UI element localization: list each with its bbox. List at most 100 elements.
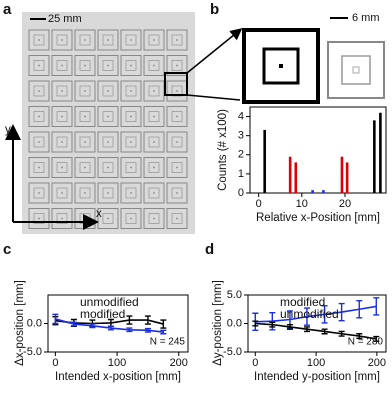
photo-square bbox=[166, 55, 188, 76]
photo-square bbox=[28, 208, 50, 229]
error-bar bbox=[303, 326, 310, 333]
photo-square bbox=[148, 213, 160, 224]
photo-square bbox=[102, 111, 114, 122]
error-bar bbox=[356, 333, 363, 340]
photo-square bbox=[33, 34, 45, 46]
photo-dot bbox=[130, 141, 132, 143]
photo-square bbox=[125, 34, 137, 46]
legend-entry: unmodified bbox=[280, 307, 339, 321]
y-tick-label: 0.0 bbox=[227, 317, 242, 329]
photo-square bbox=[51, 55, 73, 76]
y-tick-label: 1 bbox=[238, 168, 244, 180]
bar bbox=[263, 129, 266, 193]
photo-dot bbox=[130, 90, 132, 92]
zoom-square bbox=[242, 28, 320, 104]
photo-dot bbox=[61, 192, 63, 194]
scale-bar-label: 25 mm bbox=[48, 13, 82, 25]
error-bar bbox=[144, 315, 151, 325]
error-bar bbox=[338, 302, 345, 322]
photo-square bbox=[148, 60, 160, 71]
photo-square bbox=[171, 111, 183, 122]
legend-entry: unmodified bbox=[80, 295, 139, 309]
photo-square bbox=[51, 157, 73, 178]
photo-dot bbox=[38, 90, 40, 92]
photo-dot bbox=[107, 39, 109, 41]
photo-square bbox=[97, 55, 119, 76]
panel-label: c bbox=[3, 241, 11, 258]
x-axis-title: Intended y-position [mm] bbox=[254, 371, 380, 383]
annotation: N = 280 bbox=[348, 337, 384, 348]
y-tick-label: 5.0 bbox=[227, 289, 242, 301]
bar bbox=[294, 162, 298, 193]
photo-dot bbox=[84, 90, 86, 92]
photo-square bbox=[74, 157, 96, 178]
photo-dot bbox=[176, 115, 178, 118]
photo-dot bbox=[38, 166, 40, 169]
photo-dot bbox=[153, 39, 155, 41]
photo-square bbox=[120, 208, 142, 229]
photo-dot bbox=[61, 217, 63, 220]
y-axis-title: Δx-position [mm] bbox=[14, 280, 26, 366]
error-bar bbox=[89, 323, 96, 329]
x-tick-label: 0 bbox=[52, 357, 58, 369]
error-bar bbox=[321, 328, 328, 335]
photo-square bbox=[56, 85, 68, 97]
error-bar bbox=[269, 321, 276, 328]
photo-dot bbox=[84, 141, 86, 143]
bar bbox=[373, 120, 376, 193]
photo-square bbox=[166, 157, 188, 178]
photo-square bbox=[125, 162, 137, 173]
photo-square bbox=[102, 187, 114, 199]
x-tick-label: 0 bbox=[256, 198, 262, 210]
photo-dot bbox=[176, 141, 178, 143]
print-square bbox=[327, 41, 385, 99]
photo-dot bbox=[176, 192, 178, 194]
photo-square bbox=[97, 106, 119, 127]
photo-dot bbox=[130, 192, 132, 194]
legend-entry: modified bbox=[80, 307, 125, 321]
photo-square bbox=[143, 55, 165, 76]
photo-dot bbox=[84, 217, 86, 220]
photo-dot bbox=[38, 115, 40, 118]
photo-dot bbox=[38, 141, 40, 143]
panel-label: b bbox=[210, 1, 219, 18]
photo-dot bbox=[130, 115, 132, 118]
y-tick-label: 3 bbox=[238, 130, 244, 142]
photo-dot bbox=[38, 39, 40, 41]
photo-dot bbox=[153, 64, 155, 67]
zoom-line bbox=[186, 28, 243, 74]
photo-square bbox=[33, 187, 45, 199]
photo-square bbox=[171, 162, 183, 173]
print-square bbox=[352, 66, 360, 74]
photo-square bbox=[102, 162, 114, 173]
photo-square bbox=[51, 29, 73, 51]
photo-square bbox=[74, 106, 96, 127]
bar bbox=[311, 190, 314, 193]
photo-square bbox=[51, 208, 73, 229]
panel-label: d bbox=[205, 241, 214, 258]
photo-square bbox=[33, 162, 45, 173]
photo-square bbox=[148, 111, 160, 122]
photo-square bbox=[143, 182, 165, 204]
photo-square bbox=[74, 55, 96, 76]
photo-square bbox=[79, 34, 91, 46]
photo-dot bbox=[130, 217, 132, 220]
photo-dot bbox=[176, 217, 178, 220]
photo-square bbox=[166, 131, 188, 153]
photo-square bbox=[33, 136, 45, 148]
photo-square bbox=[56, 162, 68, 173]
photo-square bbox=[102, 60, 114, 71]
photo-dot bbox=[130, 39, 132, 41]
photo-dot bbox=[61, 90, 63, 92]
photo-dot bbox=[61, 141, 63, 143]
photo-square bbox=[148, 187, 160, 199]
photo-dot bbox=[153, 90, 155, 92]
scale-bar-label: 6 mm bbox=[352, 12, 380, 24]
photo-square bbox=[56, 34, 68, 46]
photo-dot bbox=[107, 166, 109, 169]
photo-dot bbox=[107, 217, 109, 220]
zoom-dot bbox=[279, 64, 283, 68]
photo-square bbox=[97, 29, 119, 51]
